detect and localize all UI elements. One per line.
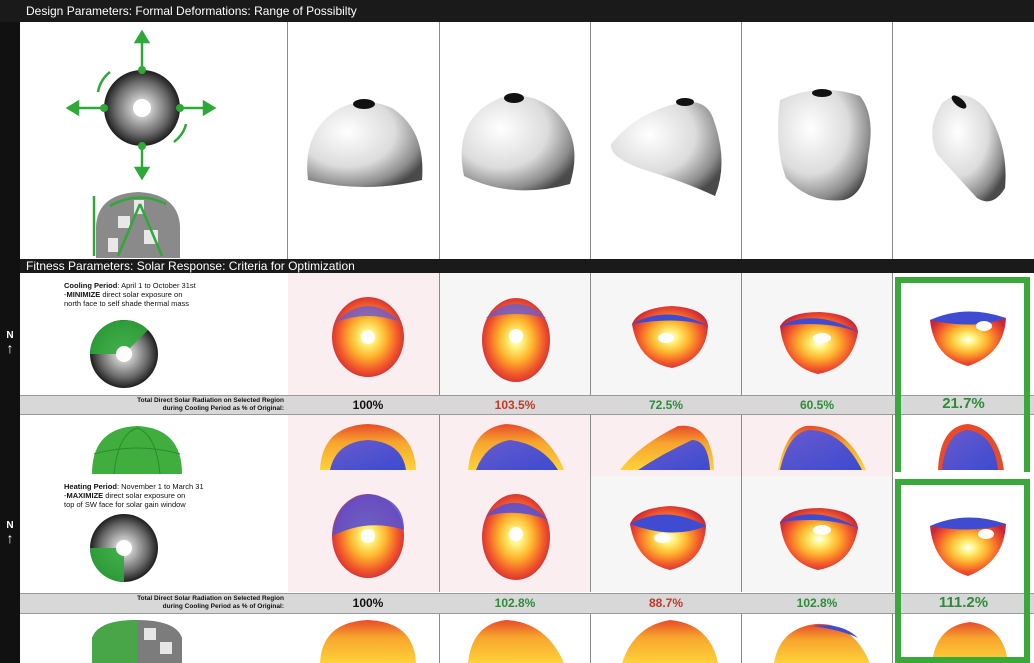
- heating-reference-sphere: [90, 514, 158, 582]
- design-cell-4: [742, 22, 893, 259]
- heating-top-view-4: [780, 508, 858, 570]
- cooling-description: Cooling Period: April 1 to October 31st …: [64, 281, 284, 308]
- optimal-result-highlight-cooling: [895, 277, 1030, 472]
- heating-top-view-1: [332, 494, 404, 578]
- south-face-cell-2: [440, 614, 591, 663]
- south-face-1: [320, 620, 416, 663]
- heating-description: Heating Period: November 1 to March 31 -…: [64, 482, 284, 509]
- north-letter: N: [6, 520, 14, 531]
- north-indicator-heating: N ↑: [2, 520, 18, 560]
- cooling-value-3: 60.5%: [799, 398, 835, 412]
- reference-profile-diagram: [92, 192, 180, 258]
- reference-sphere-diagram: [65, 29, 217, 181]
- cooling-goal-text: direct solar exposure on: [100, 290, 183, 299]
- cooling-top-view-2: [482, 298, 550, 382]
- heating-top-view-5: [930, 517, 1006, 576]
- north-face-label-1: North: [31, 432, 41, 453]
- shell-form-3: [610, 98, 722, 196]
- cooling-top-view-5: [930, 311, 1006, 366]
- north-face-2: [468, 424, 564, 470]
- south-face-cell-4: [742, 614, 893, 663]
- north-face-1: [320, 424, 416, 470]
- cooling-goal-text-2: north face to self shade thermal mass: [64, 299, 190, 308]
- heating-period-title: Heating Period: [64, 482, 117, 491]
- shell-form-5: [932, 95, 1006, 202]
- heating-goal-text-2: top of SW face for solar gain window: [64, 500, 186, 509]
- cooling-reference-sphere: [90, 320, 158, 388]
- south-face-4: [774, 623, 870, 663]
- fitness-parameters-header: Fitness Parameters: Solar Response: Crit…: [0, 259, 1034, 273]
- heating-criteria-bar: [20, 593, 1034, 614]
- fitness-header-text: Fitness Parameters: Solar Response: Crit…: [26, 259, 355, 273]
- north-arrow-icon: ↑: [6, 530, 14, 546]
- heating-value-2: 88.7%: [648, 596, 684, 610]
- north-arrow-icon: ↑: [6, 340, 14, 356]
- heating-goal-verb: MAXIMIZE: [66, 491, 104, 500]
- shell-form-2: [461, 93, 575, 191]
- dash: -: [64, 290, 67, 299]
- south-face-cell-1: [288, 614, 440, 663]
- cooling-value-0: 100%: [352, 398, 384, 412]
- north-letter: N: [6, 330, 14, 341]
- left-sidebar: [0, 22, 20, 663]
- heating-value-0: 100%: [352, 596, 384, 610]
- south-face-5: [932, 622, 1008, 663]
- heating-value-3: 102.8%: [796, 596, 838, 610]
- criteria-line-2: during Cooling Period as % of Original:: [162, 602, 284, 610]
- top-view-label-heating: Top View: [33, 524, 43, 557]
- south-face-label-1: South: [32, 624, 42, 645]
- south-face-2: [468, 620, 564, 663]
- criteria-line-1: Total Direct Solar Radiation on Selected…: [137, 397, 284, 404]
- north-face-label-2: Face: [42, 433, 52, 452]
- south-face-3: [622, 620, 718, 663]
- heating-period-dates: : November 1 to March 31: [116, 482, 204, 491]
- heating-top-view-3: [630, 506, 706, 570]
- south-face-cell-3: [591, 614, 742, 663]
- cooling-criteria-bar: [20, 395, 1034, 415]
- dash: -: [64, 491, 67, 500]
- cooling-top-view-1: [332, 297, 404, 377]
- criteria-line-2: during Cooling Period as % of Original:: [162, 404, 284, 412]
- cooling-period-title: Cooling Period: [64, 281, 118, 290]
- heating-criteria-label: Total Direct Solar Radiation on Selected…: [44, 595, 284, 610]
- cooling-criteria-label: Total Direct Solar Radiation on Selected…: [44, 397, 284, 412]
- optimal-result-highlight-heating: [895, 479, 1030, 663]
- south-face-label-2: Face: [43, 625, 53, 644]
- north-face-3: [620, 425, 714, 470]
- heating-value-1: 102.8%: [494, 596, 536, 610]
- north-indicator-cooling: N ↑: [2, 330, 18, 370]
- shell-form-4: [778, 89, 871, 201]
- cooling-value-4: 21.7%: [942, 395, 985, 412]
- design-cell-1: [288, 22, 440, 259]
- design-cell-2: [440, 22, 591, 259]
- north-face-5: [938, 424, 1004, 470]
- design-parameters-header: Design Parameters: Formal Deformations: …: [0, 0, 1034, 22]
- design-header-text: Design Parameters: Formal Deformations: …: [26, 4, 357, 18]
- criteria-line-1: Total Direct Solar Radiation on Selected…: [137, 595, 284, 602]
- design-cell-3: [591, 22, 742, 259]
- cooling-top-view-4: [780, 312, 858, 374]
- cooling-top-view-3: [632, 306, 708, 368]
- south-face-reference: [92, 620, 182, 663]
- shell-form-1: [307, 99, 423, 187]
- north-face-4: [778, 425, 866, 470]
- heating-value-4: 111.2%: [938, 594, 989, 611]
- cooling-goal-verb: MINIMIZE: [66, 290, 101, 299]
- cooling-period-dates: : April 1 to October 31st: [117, 281, 196, 290]
- heating-top-view-2: [482, 494, 550, 580]
- design-cell-0: [20, 22, 288, 259]
- heating-goal-text: direct solar exposure on: [103, 491, 186, 500]
- cooling-value-1: 103.5%: [494, 398, 536, 412]
- north-face-reference: [92, 426, 182, 475]
- cooling-value-2: 72.5%: [648, 398, 684, 412]
- top-view-label-cooling: Top View: [33, 332, 43, 365]
